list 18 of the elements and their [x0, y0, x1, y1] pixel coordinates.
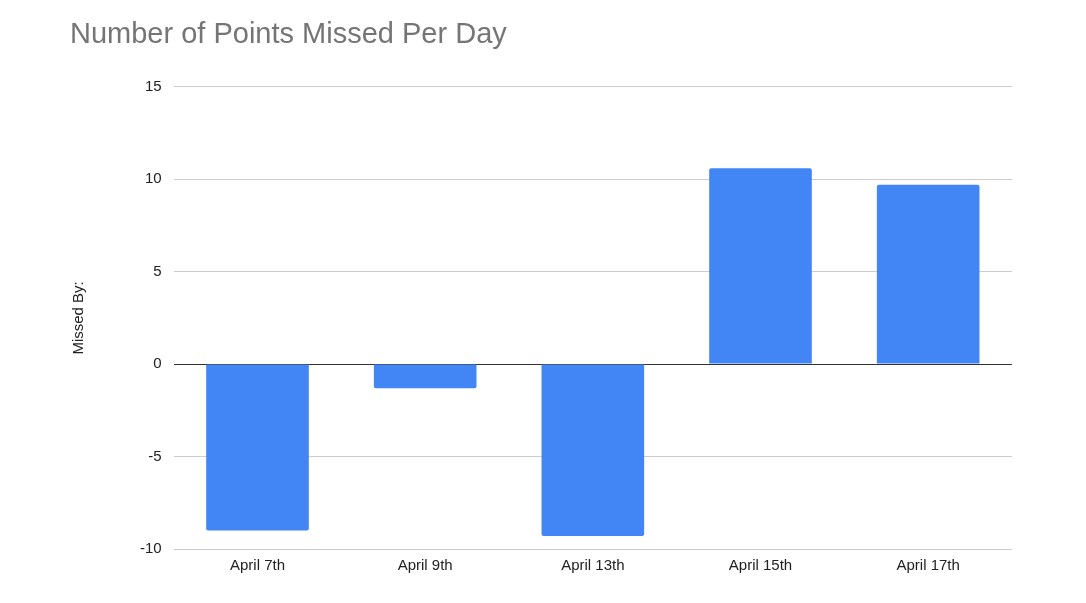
x-tick-label: April 13th — [561, 556, 625, 574]
x-tick-label: April 9th — [397, 556, 453, 574]
y-axis-title: Missed By: — [69, 281, 87, 355]
y-tick-label: 5 — [153, 261, 162, 279]
x-tick-label: April 7th — [230, 556, 286, 574]
y-tick-label: 10 — [144, 169, 162, 187]
bar — [206, 364, 309, 531]
chart-title: Number of Points Missed Per Day — [70, 17, 508, 50]
bar — [373, 364, 477, 389]
y-tick-label: -10 — [139, 539, 162, 557]
bar — [876, 184, 980, 364]
x-tick-label: April 17th — [896, 556, 960, 574]
bar — [541, 364, 645, 537]
y-tick-label: 15 — [144, 76, 162, 94]
bar — [709, 168, 812, 364]
y-tick-label: 0 — [153, 354, 162, 372]
x-tick-label: April 15th — [728, 556, 793, 574]
y-tick-label: -5 — [148, 446, 162, 464]
